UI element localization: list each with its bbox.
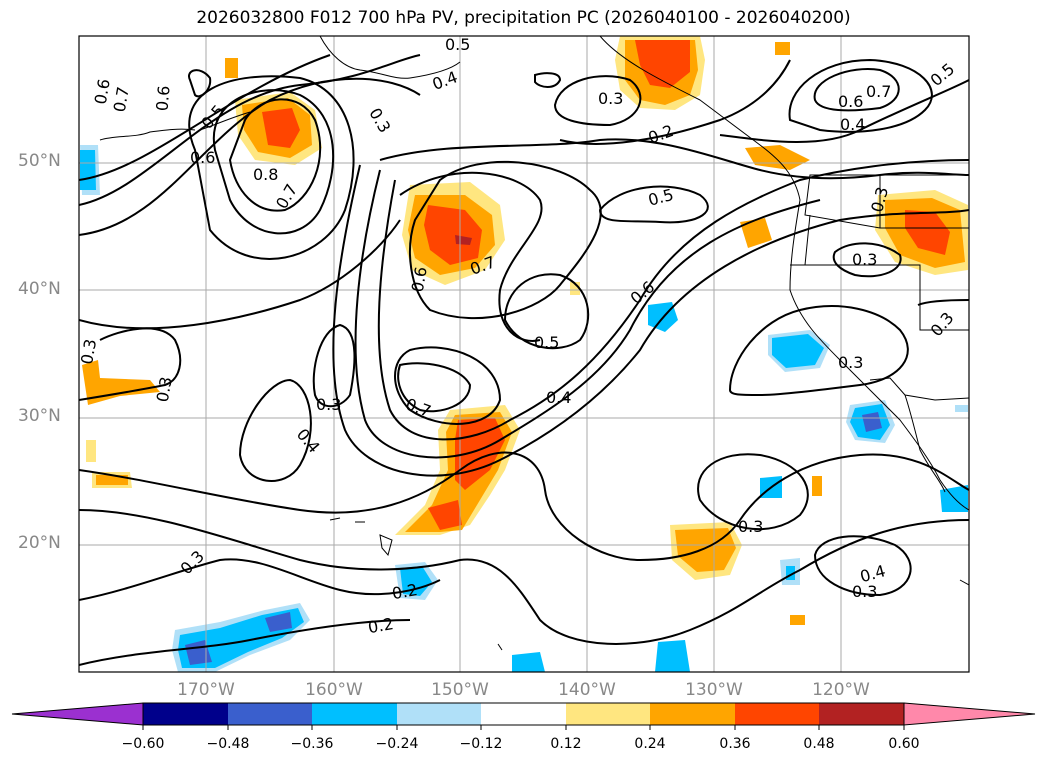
precip-fill-layer xyxy=(80,36,968,672)
colorbar-tick-label: 0.48 xyxy=(803,736,835,752)
contour-label: 0.5 xyxy=(445,35,470,54)
colorbar-tick-label: 0.12 xyxy=(550,736,582,752)
contour-label: 0.3 xyxy=(738,517,763,536)
contour-label: 0.3 xyxy=(927,308,958,340)
contour-label: 0.4 xyxy=(430,67,460,94)
lon-label-120w: 120°W xyxy=(812,680,870,700)
lon-label-150w: 150°W xyxy=(431,680,489,700)
lat-label-50n: 50°N xyxy=(18,151,61,171)
lat-label-30n: 30°N xyxy=(18,406,61,426)
contour-label: 0.3 xyxy=(598,89,623,108)
coastline-layer xyxy=(99,36,969,651)
contour-label: 0.4 xyxy=(546,388,571,407)
contour-label: 0.2 xyxy=(391,580,419,603)
contour-label: 0.6 xyxy=(152,85,173,112)
pv-contour-layer xyxy=(79,54,969,666)
contour-label: 0.3 xyxy=(838,353,863,372)
lon-label-130w: 130°W xyxy=(685,680,743,700)
map-frame xyxy=(78,35,970,673)
contour-label: 0.4 xyxy=(293,425,324,457)
lat-label-20n: 20°N xyxy=(18,533,61,553)
colorbar-tick-label: −0.12 xyxy=(459,736,503,752)
contour-label: 0.6 xyxy=(190,148,215,167)
colorbar-extend-high xyxy=(903,702,1036,726)
contour-label: 0.6 xyxy=(408,265,431,293)
contour-label: 0.4 xyxy=(840,115,865,134)
contour-label: 0.7 xyxy=(403,394,433,421)
plot-title: 2026032800 F012 700 hPa PV, precipitatio… xyxy=(196,8,851,28)
contour-label: 0.3 xyxy=(316,395,341,414)
contour-label: 0.5 xyxy=(534,333,559,352)
contour-label: 0.6 xyxy=(838,92,863,111)
contour-label: 0.2 xyxy=(367,614,395,637)
colorbar-extend-low xyxy=(11,702,144,726)
contour-label: 0.5 xyxy=(927,59,959,90)
contour-label: 0.6 xyxy=(91,77,114,105)
colorbar-tick-label: −0.48 xyxy=(206,736,250,752)
contour-label: 0.7 xyxy=(866,82,891,101)
contour-label: 0.3 xyxy=(153,375,176,403)
lon-label-170w: 170°W xyxy=(177,680,235,700)
colorbar-tick-label: 0.24 xyxy=(634,736,666,752)
colorbar-tick-label: −0.36 xyxy=(290,736,334,752)
contour-label: 0.3 xyxy=(365,105,394,137)
colorbar-tick-label: −0.24 xyxy=(375,736,419,752)
contour-label: 0.2 xyxy=(646,121,676,148)
colorbar xyxy=(11,702,1036,730)
colorbar-tick-label: −0.60 xyxy=(121,736,165,752)
lon-label-160w: 160°W xyxy=(305,680,363,700)
contour-label: 0.8 xyxy=(253,165,278,184)
contour-label: 0.6 xyxy=(627,277,659,308)
contour-label: 0.3 xyxy=(852,250,877,269)
colorbar-tick-label: 0.60 xyxy=(888,736,920,752)
lon-label-140w: 140°W xyxy=(558,680,616,700)
contour-label: 0.3 xyxy=(77,337,100,365)
lat-label-40n: 40°N xyxy=(18,279,61,299)
colorbar-tick-label: 0.36 xyxy=(719,736,751,752)
contour-label: 0.7 xyxy=(110,85,133,113)
contour-label: 0.5 xyxy=(646,185,676,210)
contour-label: 0.3 xyxy=(852,582,877,601)
contour-label: 0.7 xyxy=(272,181,301,213)
contour-label: 0.3 xyxy=(177,547,208,578)
